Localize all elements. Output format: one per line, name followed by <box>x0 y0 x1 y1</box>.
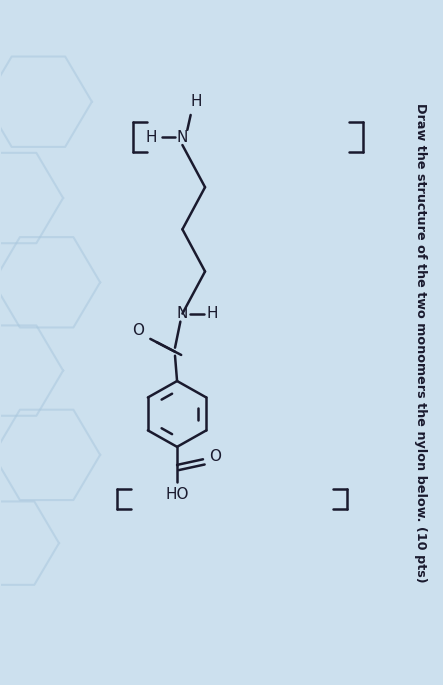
Text: N: N <box>177 306 188 321</box>
Text: N: N <box>177 129 188 145</box>
Text: H: H <box>146 129 157 145</box>
Text: H: H <box>190 95 202 109</box>
Text: H: H <box>206 306 218 321</box>
Text: O: O <box>210 449 222 464</box>
Text: HO: HO <box>165 487 189 501</box>
Text: Draw the structure of the two monomers the nylon below. (10 pts): Draw the structure of the two monomers t… <box>415 103 427 582</box>
Text: O: O <box>132 323 144 338</box>
